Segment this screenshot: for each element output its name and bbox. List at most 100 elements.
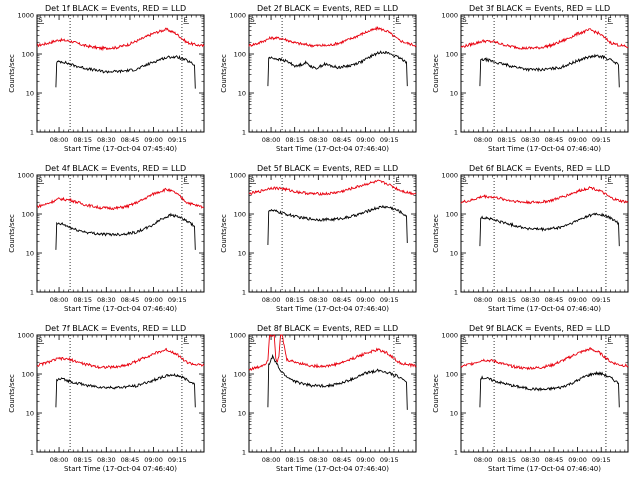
x-tick-label: 09:00 [356, 296, 375, 304]
y-tick-label: 1 [454, 129, 458, 137]
y-tick-label: 1 [242, 289, 246, 297]
x-tick-label: 08:30 [521, 136, 540, 144]
panel-title: Det 9f BLACK = Events, RED = LLD [469, 324, 610, 333]
panel-title: Det 8f BLACK = Events, RED = LLD [257, 324, 398, 333]
x-axis-label: Start Time (17-Oct-04 07:46:40) [64, 305, 177, 313]
x-tick-label: 08:15 [285, 296, 304, 304]
panel-title: Det 4f BLACK = Events, RED = LLD [45, 164, 186, 173]
x-tick-label: 08:30 [97, 296, 116, 304]
x-tick-label: 08:45 [121, 136, 140, 144]
x-tick-label: 09:15 [168, 136, 187, 144]
y-tick-label: 100 [446, 51, 458, 59]
series-line-lld [460, 346, 629, 371]
detector-panel: Det 8f BLACK = Events, RED = LLD 1 10 100 10… [220, 324, 417, 473]
x-tick-label: 09:00 [568, 136, 587, 144]
x-tick-label: 09:00 [144, 136, 163, 144]
x-tick-label: 09:15 [380, 456, 399, 464]
x-tick-label: 08:45 [545, 296, 564, 304]
panel-title: Det 3f BLACK = Events, RED = LLD [469, 4, 610, 13]
x-tick-label: 09:15 [168, 296, 187, 304]
y-tick-label: 10 [26, 90, 34, 98]
detector-panel: Det 6f BLACK = Events, RED = LLD 1 10 100 10… [432, 164, 629, 313]
start-marker: S [463, 16, 467, 24]
series-line-lld [248, 26, 417, 49]
x-tick-label: 08:00 [50, 136, 69, 144]
x-tick-label: 08:45 [333, 296, 352, 304]
x-tick-label: 08:00 [474, 136, 493, 144]
panel-title: Det 5f BLACK = Events, RED = LLD [257, 164, 398, 173]
start-marker: S [39, 16, 43, 24]
y-tick-label: 1000 [441, 332, 458, 340]
y-tick-label: 10 [238, 410, 246, 418]
x-tick-label: 09:15 [592, 456, 611, 464]
detector-panel: Det 9f BLACK = Events, RED = LLD 1 10 100 10… [432, 324, 629, 473]
end-marker: E [395, 16, 399, 24]
end-marker: E [607, 176, 611, 184]
detector-panel: Det 7f BLACK = Events, RED = LLD 1 10 100 10… [8, 324, 205, 473]
y-tick-label: 1 [30, 129, 34, 137]
end-marker: E [607, 336, 611, 344]
x-tick-label: 08:45 [121, 456, 140, 464]
x-axis-label: Start Time (17-Oct-04 07:46:40) [276, 465, 389, 473]
start-marker: S [463, 336, 467, 344]
x-axis-label: Start Time (17-Oct-04 07:46:40) [276, 145, 389, 153]
end-marker: E [183, 336, 187, 344]
series-line-events [267, 353, 408, 410]
y-tick-label: 100 [22, 371, 34, 379]
x-tick-label: 08:30 [521, 296, 540, 304]
y-tick-label: 10 [450, 410, 458, 418]
y-axis-label: Counts/sec [220, 374, 228, 413]
y-tick-label: 1 [30, 289, 34, 297]
x-tick-label: 09:00 [568, 456, 587, 464]
x-tick-label: 08:45 [545, 456, 564, 464]
x-tick-label: 08:00 [474, 296, 493, 304]
end-marker: E [395, 176, 399, 184]
y-tick-label: 1000 [229, 332, 246, 340]
x-tick-label: 09:15 [380, 296, 399, 304]
detector-panel: Det 2f BLACK = Events, RED = LLD 1 10 100 10… [220, 4, 417, 153]
y-tick-label: 1 [454, 449, 458, 457]
end-marker: E [183, 176, 187, 184]
y-axis-label: Counts/sec [220, 214, 228, 253]
y-tick-label: 1 [242, 129, 246, 137]
x-tick-label: 09:00 [356, 456, 375, 464]
start-marker: S [463, 176, 467, 184]
series-line-lld [248, 334, 417, 371]
x-axis-label: Start Time (17-Oct-04 07:46:40) [276, 305, 389, 313]
panel-title: Det 2f BLACK = Events, RED = LLD [257, 4, 398, 13]
series-line-events [267, 204, 408, 246]
x-tick-label: 08:30 [309, 296, 328, 304]
y-axis-label: Counts/sec [220, 54, 228, 93]
x-tick-label: 08:30 [521, 456, 540, 464]
y-axis-label: Counts/sec [8, 54, 16, 93]
y-tick-label: 10 [238, 250, 246, 258]
y-tick-label: 1000 [441, 172, 458, 180]
x-tick-label: 09:00 [144, 456, 163, 464]
series-line-events [267, 50, 408, 87]
series-line-events [55, 54, 196, 89]
x-tick-label: 09:15 [380, 136, 399, 144]
x-axis-label: Start Time (17-Oct-04 07:46:40) [488, 465, 601, 473]
x-tick-label: 09:15 [592, 136, 611, 144]
start-marker: S [251, 336, 255, 344]
detector-panel: Det 1f BLACK = Events, RED = LLD 1 10 100 10… [8, 4, 205, 153]
detector-panel: Det 5f BLACK = Events, RED = LLD 1 10 100 10… [220, 164, 417, 313]
x-tick-label: 09:00 [356, 136, 375, 144]
x-tick-label: 08:15 [497, 456, 516, 464]
y-tick-label: 100 [22, 51, 34, 59]
y-tick-label: 10 [26, 250, 34, 258]
y-tick-label: 10 [450, 250, 458, 258]
y-tick-label: 1000 [441, 12, 458, 20]
x-tick-label: 08:00 [50, 456, 69, 464]
series-line-events [479, 212, 620, 247]
panel-title: Det 7f BLACK = Events, RED = LLD [45, 324, 186, 333]
y-tick-label: 100 [234, 211, 246, 219]
x-tick-label: 08:30 [309, 456, 328, 464]
x-tick-label: 08:30 [97, 136, 116, 144]
x-tick-label: 08:45 [121, 296, 140, 304]
series-line-lld [36, 347, 205, 370]
x-axis-label: Start Time (17-Oct-04 07:46:40) [488, 145, 601, 153]
x-axis-label: Start Time (17-Oct-04 07:46:40) [64, 465, 177, 473]
detector-panel: Det 3f BLACK = Events, RED = LLD 1 10 100 10… [432, 4, 629, 153]
